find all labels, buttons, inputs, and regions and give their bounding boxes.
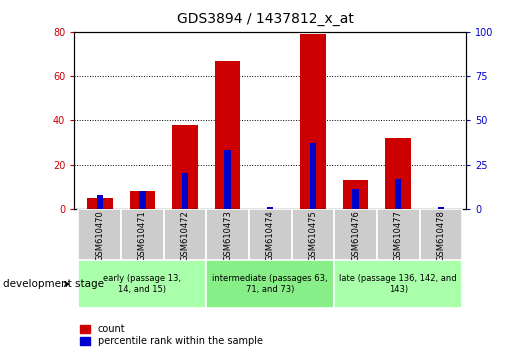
Text: GSM610477: GSM610477 [394,210,403,261]
Text: GDS3894 / 1437812_x_at: GDS3894 / 1437812_x_at [176,12,354,27]
Bar [215,61,241,209]
Bar [267,207,273,209]
Bar [292,209,334,260]
Text: intermediate (passages 63,
71, and 73): intermediate (passages 63, 71, and 73) [213,274,328,294]
Bar [206,260,334,308]
Text: GSM610471: GSM610471 [138,210,147,261]
Bar [206,209,249,260]
Text: GSM610476: GSM610476 [351,210,360,261]
Text: GSM610470: GSM610470 [95,210,104,261]
Bar [385,138,411,209]
Bar [352,189,359,209]
Bar [249,209,292,260]
Bar [334,209,377,260]
Text: GSM610473: GSM610473 [223,210,232,261]
Bar [172,125,198,209]
Bar [78,260,206,308]
Bar [130,191,155,209]
Bar [121,209,164,260]
Bar [377,209,420,260]
Bar [182,173,188,209]
Bar [87,198,112,209]
Bar [343,180,368,209]
Bar [164,209,206,260]
Bar [139,191,146,209]
Text: late (passage 136, 142, and
143): late (passage 136, 142, and 143) [339,274,457,294]
Text: GSM610475: GSM610475 [308,210,317,261]
Bar [78,209,121,260]
Text: GSM610478: GSM610478 [436,210,445,261]
Bar [310,143,316,209]
Bar [300,34,326,209]
Text: GSM610474: GSM610474 [266,210,275,261]
Text: GSM610472: GSM610472 [181,210,190,261]
Text: early (passage 13,
14, and 15): early (passage 13, 14, and 15) [103,274,181,294]
Bar [96,195,103,209]
Bar [334,260,462,308]
Bar [438,207,444,209]
Bar [395,179,401,209]
Text: development stage: development stage [3,279,104,289]
Bar [225,150,231,209]
Legend: count, percentile rank within the sample: count, percentile rank within the sample [79,324,263,347]
Bar [420,209,462,260]
